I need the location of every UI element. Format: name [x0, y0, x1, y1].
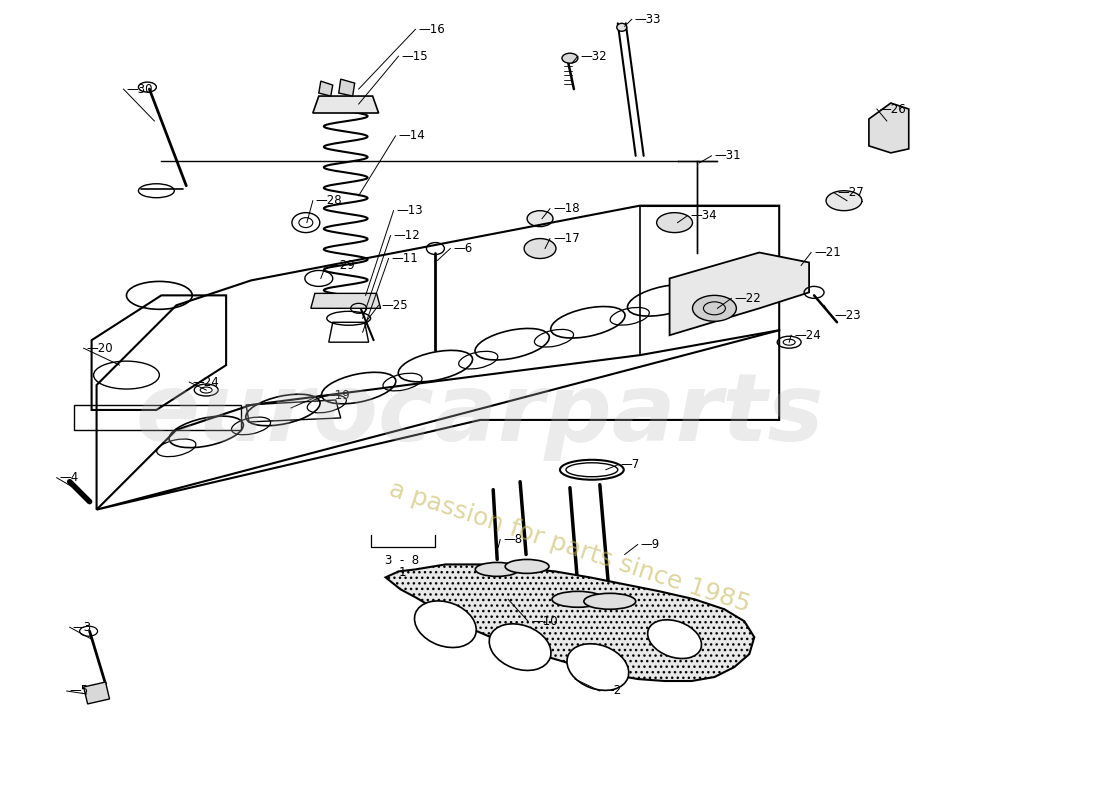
Ellipse shape	[617, 23, 627, 31]
Text: —2: —2	[603, 685, 623, 698]
Text: —20: —20	[87, 342, 113, 354]
Text: a passion for parts since 1985: a passion for parts since 1985	[386, 478, 754, 618]
Ellipse shape	[527, 210, 553, 226]
Polygon shape	[386, 565, 755, 681]
Text: —10: —10	[531, 614, 558, 628]
Text: —28: —28	[316, 194, 342, 207]
Ellipse shape	[490, 624, 551, 670]
Text: —23: —23	[834, 309, 860, 322]
Text: 3  -  8: 3 - 8	[385, 554, 419, 567]
Text: —8: —8	[503, 533, 522, 546]
Ellipse shape	[552, 591, 604, 607]
Polygon shape	[319, 81, 333, 96]
Text: —34: —34	[691, 209, 717, 222]
Text: —9: —9	[640, 538, 660, 551]
Ellipse shape	[475, 562, 519, 576]
Ellipse shape	[648, 620, 702, 658]
Text: eurocarparts: eurocarparts	[136, 369, 825, 461]
Text: —15: —15	[402, 50, 428, 62]
Ellipse shape	[657, 213, 693, 233]
Text: —24: —24	[192, 375, 219, 389]
Text: —21: —21	[814, 246, 840, 259]
Text: —33: —33	[635, 13, 661, 26]
Text: —17: —17	[553, 232, 580, 245]
Text: —19: —19	[323, 389, 351, 402]
Ellipse shape	[524, 238, 556, 258]
Text: —4: —4	[59, 471, 79, 484]
Ellipse shape	[584, 594, 636, 610]
Polygon shape	[339, 79, 354, 96]
Text: —26: —26	[880, 102, 906, 115]
Polygon shape	[312, 96, 378, 113]
Text: —30: —30	[126, 82, 153, 95]
Text: —31: —31	[714, 150, 741, 162]
Text: —11: —11	[392, 252, 418, 265]
Text: —22: —22	[735, 292, 761, 305]
Text: —14: —14	[398, 130, 426, 142]
Polygon shape	[311, 294, 381, 308]
Text: —16: —16	[418, 22, 446, 36]
Text: —13: —13	[396, 204, 424, 217]
Polygon shape	[869, 103, 909, 153]
Polygon shape	[670, 253, 810, 335]
Text: —3: —3	[73, 621, 91, 634]
Ellipse shape	[562, 54, 578, 63]
Text: —27: —27	[837, 186, 864, 199]
Text: —12: —12	[394, 229, 420, 242]
Ellipse shape	[693, 295, 736, 322]
Text: —25: —25	[382, 299, 408, 312]
Text: —18: —18	[553, 202, 580, 215]
Text: —32: —32	[581, 50, 607, 62]
Polygon shape	[84, 682, 110, 704]
Text: —6: —6	[453, 242, 473, 255]
Ellipse shape	[415, 601, 476, 647]
Ellipse shape	[826, 190, 862, 210]
Text: —7: —7	[620, 458, 640, 471]
Text: —5: —5	[69, 685, 89, 698]
Text: 1: 1	[399, 566, 406, 579]
Text: —24: —24	[794, 329, 821, 342]
Ellipse shape	[505, 559, 549, 574]
Ellipse shape	[566, 644, 629, 690]
Text: —29: —29	[329, 259, 355, 272]
